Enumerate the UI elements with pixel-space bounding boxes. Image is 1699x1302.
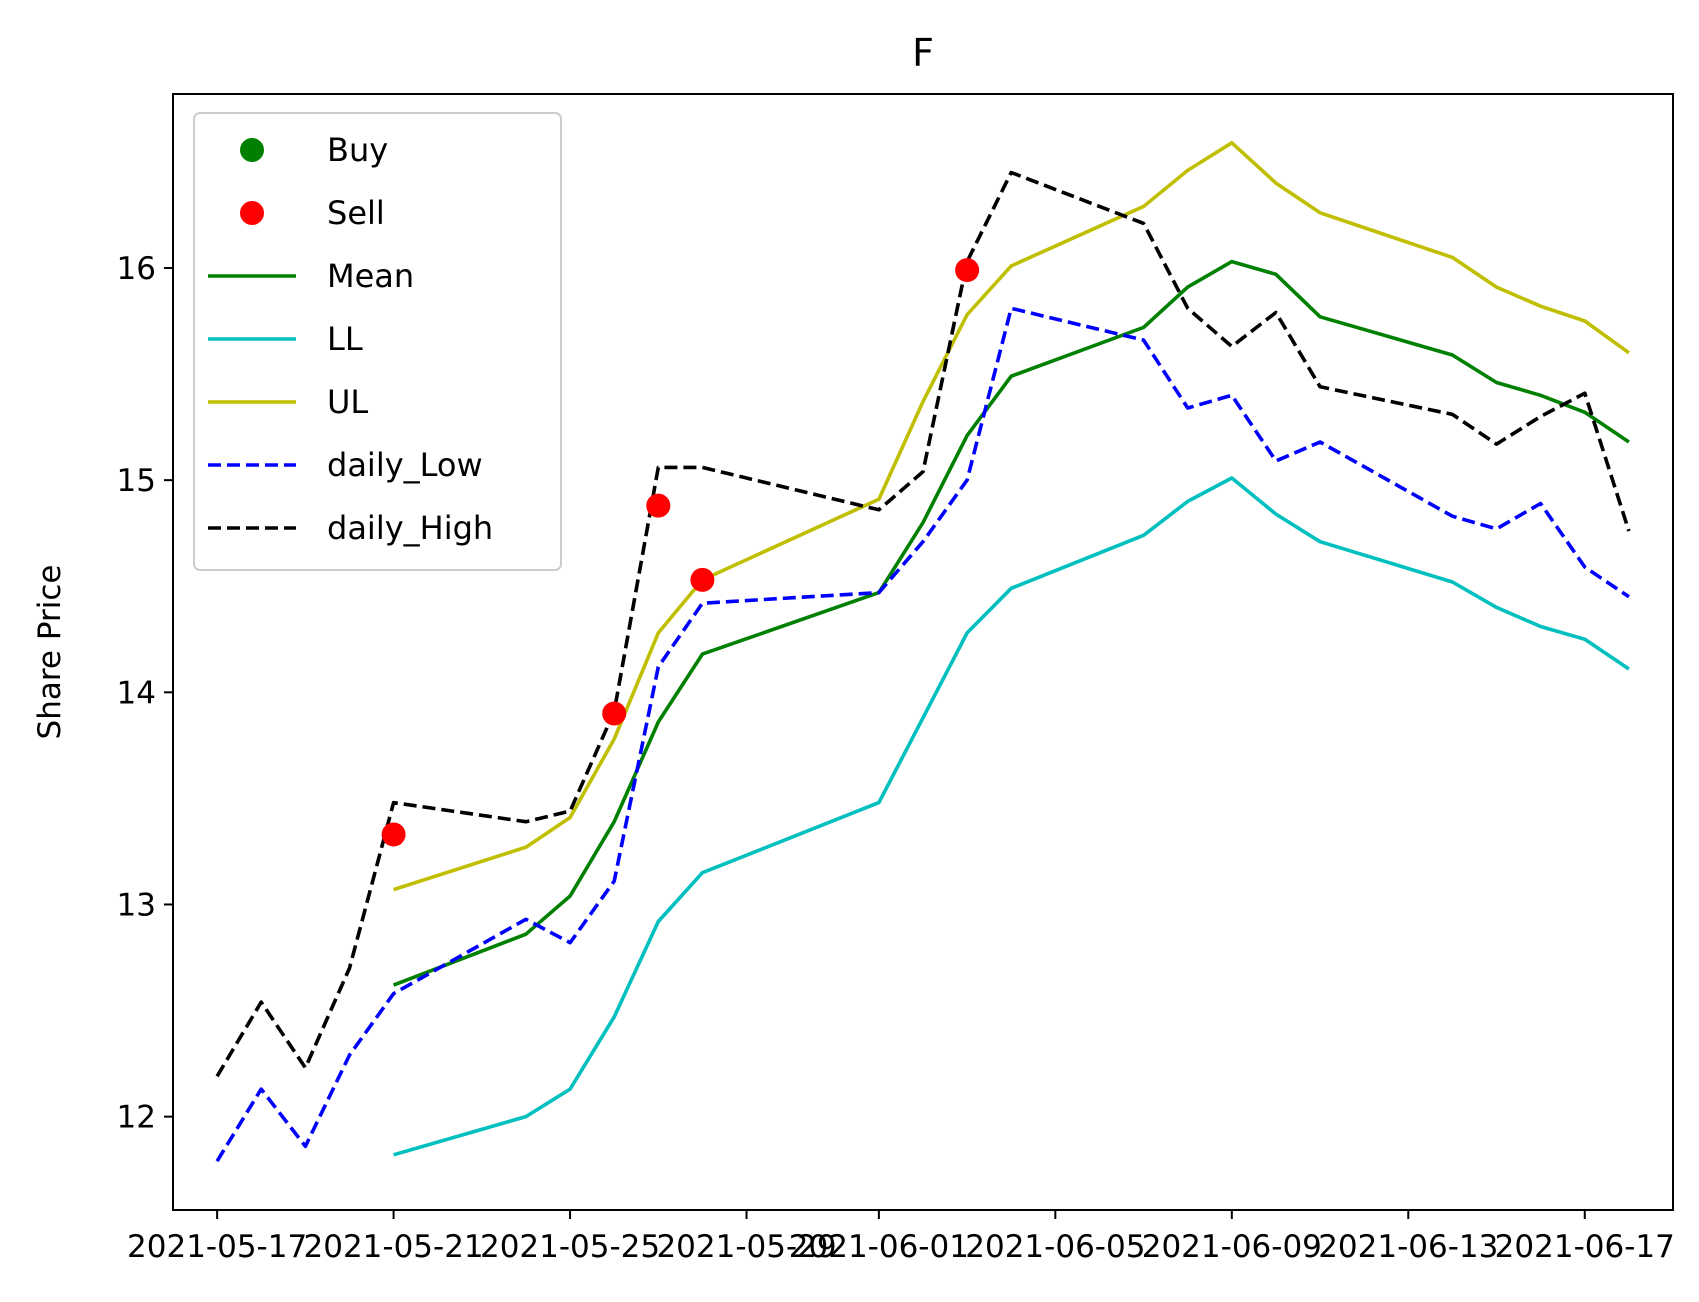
- chart-title: F: [912, 31, 934, 75]
- legend-label-sell: Sell: [327, 194, 385, 232]
- y-axis-label: Share Price: [32, 565, 68, 740]
- series-line-mean: [392, 259, 1630, 987]
- legend-label-mean: Mean: [327, 257, 414, 295]
- x-tick-label: 2021-05-21: [304, 1229, 484, 1265]
- y-tick-label: 16: [117, 251, 156, 287]
- marker-sell: [381, 822, 406, 847]
- x-tick-label: 2021-05-25: [480, 1229, 660, 1265]
- x-axis: 2021-05-172021-05-212021-05-252021-05-29…: [127, 1210, 1675, 1265]
- series-line-ll: [393, 476, 1630, 1157]
- x-tick-label: 2021-05-29: [656, 1229, 836, 1265]
- x-tick-label: 2021-06-17: [1495, 1229, 1675, 1265]
- x-tick-label: 2021-06-09: [1142, 1229, 1322, 1265]
- x-tick-label: 2021-06-05: [965, 1229, 1145, 1265]
- x-tick-label: 2021-05-17: [127, 1229, 307, 1265]
- legend: Buy Sell Mean LL UL daily_Low daily_High: [193, 112, 562, 571]
- marker-sell: [646, 493, 671, 518]
- legend-label-buy: Buy: [327, 131, 388, 169]
- legend-label-daily-low: daily_Low: [327, 446, 483, 484]
- legend-label-ll: LL: [327, 320, 363, 358]
- series-line-daily-high: [215, 170, 1631, 1078]
- plot-frame: [172, 93, 1674, 1211]
- marker-sell: [602, 701, 627, 726]
- y-tick-label: 13: [117, 887, 156, 923]
- legend-label-daily-high: daily_High: [327, 509, 493, 547]
- legend-swatch-buy: [240, 138, 264, 162]
- marker-sell: [690, 567, 715, 592]
- y-axis: 12 13 14 15 16: [117, 251, 173, 1136]
- x-tick-label: 2021-06-13: [1318, 1229, 1498, 1265]
- y-tick-label: 14: [117, 675, 156, 711]
- series-layer: [215, 141, 1631, 1163]
- legend-swatch-sell: [240, 201, 264, 225]
- series-line-daily-low: [215, 306, 1630, 1163]
- marker-sell: [955, 258, 980, 283]
- legend-box: [193, 112, 562, 571]
- x-tick-label: 2021-06-01: [789, 1229, 969, 1265]
- y-tick-label: 15: [117, 463, 156, 499]
- y-tick-label: 12: [117, 1100, 156, 1136]
- legend-label-ul: UL: [327, 383, 368, 421]
